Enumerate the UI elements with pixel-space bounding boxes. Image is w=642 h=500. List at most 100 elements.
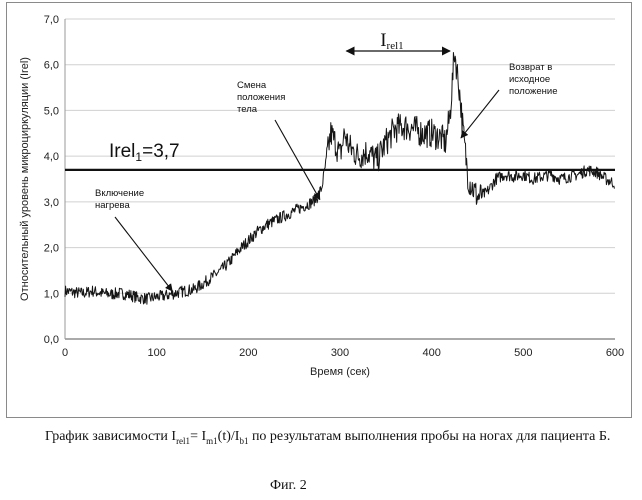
annotation-line: Смена bbox=[237, 80, 267, 91]
caption-im-sub: m1 bbox=[206, 436, 218, 446]
data-point bbox=[458, 87, 460, 89]
data-point bbox=[138, 297, 140, 299]
data-point bbox=[335, 142, 337, 144]
data-point bbox=[559, 178, 561, 180]
data-point bbox=[358, 155, 360, 157]
data-point bbox=[550, 174, 552, 176]
data-point bbox=[403, 126, 405, 128]
data-point bbox=[440, 137, 442, 139]
data-point bbox=[303, 206, 305, 208]
data-point bbox=[64, 290, 66, 292]
data-point bbox=[119, 292, 121, 294]
annotation-line: тела bbox=[237, 104, 258, 115]
data-point bbox=[348, 146, 350, 148]
data-point bbox=[293, 210, 295, 212]
y-axis-title: Относительный уровень микроциркуляции (I… bbox=[19, 57, 31, 301]
data-point bbox=[454, 50, 456, 52]
data-point bbox=[238, 249, 240, 251]
x-axis-title: Время (сек) bbox=[310, 366, 370, 378]
annotation-line: положение bbox=[509, 86, 558, 97]
data-point bbox=[165, 295, 167, 297]
data-point bbox=[431, 132, 433, 134]
data-point bbox=[330, 132, 332, 134]
y-tick-label: 4,0 bbox=[44, 151, 59, 163]
data-point bbox=[614, 183, 616, 185]
threshold-label-main: Irel bbox=[109, 141, 135, 162]
data-point bbox=[339, 155, 341, 157]
caption-suffix: по результатам выполнения пробы на ногах… bbox=[248, 429, 610, 444]
data-point bbox=[605, 178, 607, 180]
data-point bbox=[376, 160, 378, 162]
data-point bbox=[541, 176, 543, 178]
data-point bbox=[513, 176, 515, 178]
y-tick-label: 0,0 bbox=[44, 334, 59, 346]
data-point bbox=[532, 178, 534, 180]
annotation-line: Включение bbox=[95, 188, 144, 199]
y-tick-label: 5,0 bbox=[44, 105, 59, 117]
data-point bbox=[568, 176, 570, 178]
caption-eq: = bbox=[190, 429, 201, 444]
x-tick-label: 400 bbox=[422, 347, 440, 359]
data-point bbox=[266, 224, 268, 226]
data-point bbox=[449, 114, 451, 116]
data-point bbox=[147, 298, 149, 300]
data-point bbox=[394, 128, 396, 130]
y-tick-label: 7,0 bbox=[44, 14, 59, 26]
caption-prefix: График зависимости bbox=[45, 429, 171, 444]
annotation-heating-on: Включениенагрева bbox=[95, 188, 144, 211]
data-point bbox=[468, 178, 470, 180]
y-tick-label: 2,0 bbox=[44, 243, 59, 255]
data-point bbox=[183, 290, 185, 292]
data-point bbox=[504, 174, 506, 176]
threshold-label: Irel1=3,7 bbox=[109, 141, 180, 164]
data-point bbox=[367, 151, 369, 153]
data-point bbox=[321, 187, 323, 189]
x-tick-label: 200 bbox=[239, 347, 257, 359]
y-tick-label: 3,0 bbox=[44, 197, 59, 209]
data-point bbox=[422, 132, 424, 134]
y-tick-label: 6,0 bbox=[44, 60, 59, 72]
data-point bbox=[156, 296, 158, 298]
data-point bbox=[73, 292, 75, 294]
data-point bbox=[596, 171, 598, 173]
data-point bbox=[202, 283, 204, 285]
range-label: Irel1 bbox=[380, 30, 403, 52]
annotation-return-to-start: Возврат висходноеположение bbox=[509, 62, 558, 97]
data-point bbox=[477, 196, 479, 198]
caption-mid: (t)/ bbox=[218, 429, 235, 444]
y-tick-label: 1,0 bbox=[44, 288, 59, 300]
annotation-position-change: Сменаположениятела bbox=[237, 80, 285, 115]
x-tick-label: 600 bbox=[606, 347, 624, 359]
data-point bbox=[92, 290, 94, 292]
x-tick-label: 500 bbox=[514, 347, 532, 359]
x-tick-label: 100 bbox=[147, 347, 165, 359]
data-point bbox=[325, 160, 327, 162]
data-point bbox=[486, 192, 488, 194]
x-tick-label: 300 bbox=[331, 347, 349, 359]
data-point bbox=[385, 142, 387, 144]
data-point bbox=[193, 289, 195, 291]
annotation-line: положения bbox=[237, 92, 285, 103]
figure-caption: График зависимости Irel1= Im1(t)/Ib1 по … bbox=[45, 427, 635, 451]
caption-irel-sub: rel1 bbox=[176, 436, 190, 446]
threshold-label-value: =3,7 bbox=[142, 141, 180, 162]
chart-frame: 0,01,02,03,04,05,06,07,00100200300400500… bbox=[6, 2, 632, 418]
data-point bbox=[275, 219, 277, 221]
data-point bbox=[220, 270, 222, 272]
data-point bbox=[101, 292, 103, 294]
data-point bbox=[174, 292, 176, 294]
figure-label: Фиг. 2 bbox=[270, 478, 307, 494]
data-point bbox=[284, 215, 286, 217]
data-point bbox=[472, 187, 474, 189]
microcirculation-chart: 0,01,02,03,04,05,06,07,00100200300400500… bbox=[7, 3, 631, 417]
data-point bbox=[248, 240, 250, 242]
data-point bbox=[229, 260, 231, 262]
data-point bbox=[83, 292, 85, 294]
data-point bbox=[344, 132, 346, 134]
annotation-line: исходное bbox=[509, 74, 550, 85]
data-point bbox=[128, 294, 130, 296]
annotation-arrow-heating-on bbox=[115, 217, 172, 291]
range-label-sub: rel1 bbox=[387, 40, 404, 52]
data-point bbox=[110, 293, 112, 295]
annotation-line: нагрева bbox=[95, 200, 131, 211]
